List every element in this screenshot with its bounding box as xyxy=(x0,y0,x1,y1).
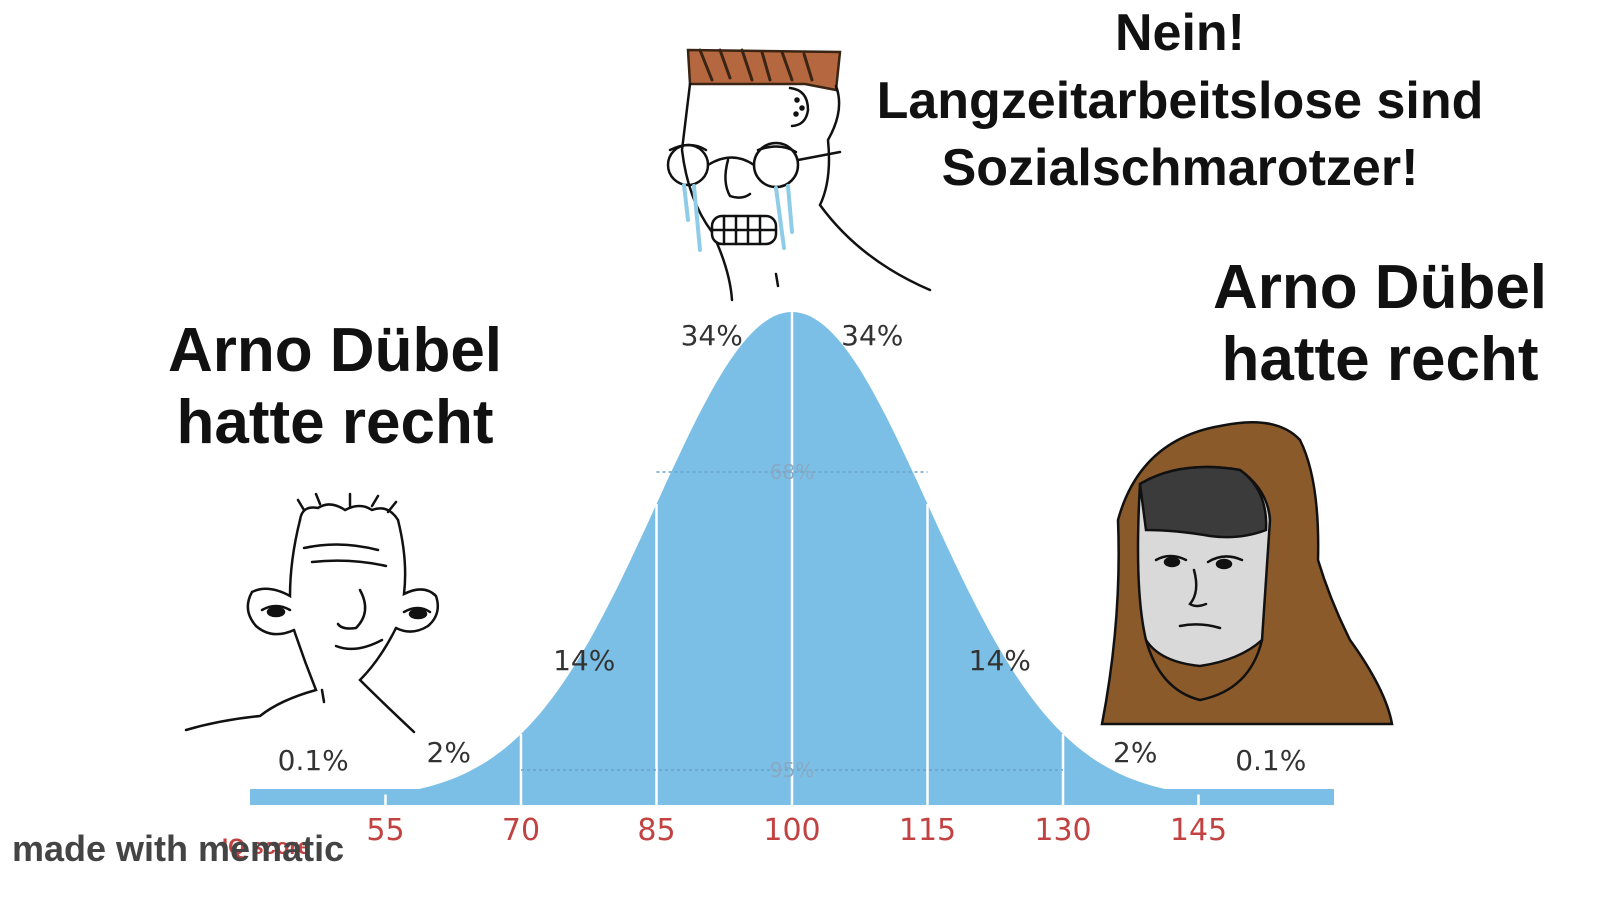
middle-caption-line: Sozialschmarotzer! xyxy=(941,139,1419,198)
right-caption: Arno Dübel hatte recht xyxy=(1185,252,1575,396)
middle-caption-line: Nein! xyxy=(1115,4,1245,62)
crying-glasses-wojak-icon xyxy=(666,48,932,302)
segment-percent-label: 2% xyxy=(427,736,471,769)
band-label: 68% xyxy=(770,460,814,484)
watermark: made with mematic xyxy=(12,828,345,869)
x-tick-label: 145 xyxy=(1170,813,1227,848)
segment-percent-label: 0.1% xyxy=(1235,744,1306,777)
x-tick-label: 85 xyxy=(637,813,675,848)
x-tick-labels: 55 70 85 100 115 130 145 xyxy=(366,813,1227,848)
hooded-wojak-icon xyxy=(1100,420,1394,726)
right-caption-line: Arno Dübel xyxy=(1212,253,1548,322)
right-caption-line: hatte recht xyxy=(1221,324,1539,394)
left-caption-line: hatte recht xyxy=(176,387,494,457)
segment-labels: 0.1% 2% 14% 34% 34% 14% 2% 0.1% xyxy=(278,319,1307,777)
x-tick-label: 100 xyxy=(763,813,820,848)
segment-percent-label: 14% xyxy=(969,644,1031,677)
segment-percent-label: 2% xyxy=(1113,736,1157,769)
band-label: 95% xyxy=(770,758,814,782)
segment-percent-label: 34% xyxy=(681,319,743,352)
x-tick-label: 130 xyxy=(1034,813,1091,848)
sd-dividers xyxy=(384,312,1200,805)
x-axis-label: IQ score xyxy=(222,834,310,859)
x-tick-label: 70 xyxy=(502,813,540,848)
band-labels: 68% 95% xyxy=(521,460,1063,782)
x-tick-label: 115 xyxy=(899,813,956,848)
middle-caption-line: Langzeitarbeitslose sind xyxy=(876,71,1484,130)
segment-percent-label: 34% xyxy=(841,319,903,352)
middle-caption: Nein! Langzeitarbeitslose sind Sozialsch… xyxy=(830,0,1530,203)
segment-percent-label: 0.1% xyxy=(278,744,349,777)
x-tick-label: 55 xyxy=(366,813,404,848)
smiling-wojak-icon xyxy=(184,492,439,734)
left-caption-line: Arno Dübel xyxy=(167,316,503,385)
left-caption: Arno Dübel hatte recht xyxy=(140,315,530,459)
segment-percent-label: 14% xyxy=(553,644,615,677)
